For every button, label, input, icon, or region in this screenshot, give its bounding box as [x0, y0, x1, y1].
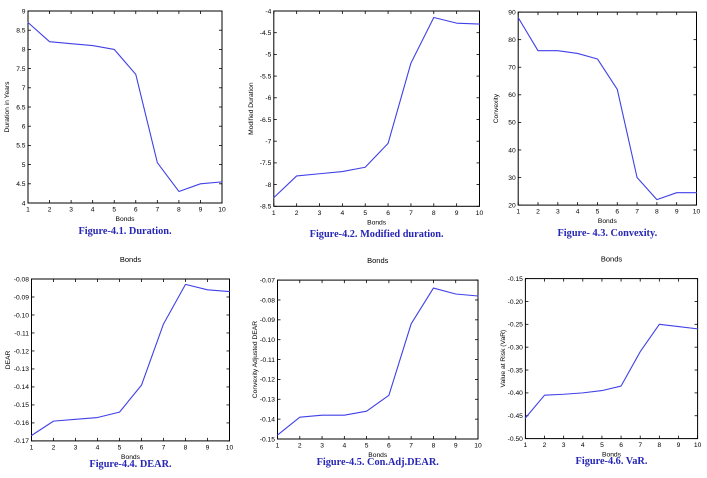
svg-text:-0.15: -0.15 [508, 276, 524, 283]
svg-text:80: 80 [508, 37, 516, 44]
svg-text:-0.35: -0.35 [508, 367, 524, 374]
svg-text:-0.45: -0.45 [508, 413, 524, 420]
svg-text:1: 1 [524, 442, 528, 449]
svg-text:10: 10 [693, 209, 701, 216]
svg-text:30: 30 [508, 175, 516, 182]
svg-text:Value at Risk (VaR): Value at Risk (VaR) [500, 330, 507, 388]
svg-text:60: 60 [508, 92, 516, 99]
svg-text:20: 20 [508, 202, 516, 209]
svg-text:8: 8 [657, 442, 661, 449]
svg-text:-0.40: -0.40 [508, 390, 524, 397]
svg-text:7: 7 [635, 209, 639, 216]
svg-text:9: 9 [677, 442, 681, 449]
svg-text:50: 50 [508, 120, 516, 127]
svg-text:Bonds: Bonds [601, 255, 623, 264]
svg-text:Convexity: Convexity [493, 93, 500, 123]
svg-text:90: 90 [508, 9, 516, 16]
svg-text:Bonds: Bonds [598, 218, 618, 225]
svg-text:6: 6 [615, 209, 619, 216]
svg-text:1: 1 [516, 209, 520, 216]
svg-text:2: 2 [536, 209, 540, 216]
svg-text:6: 6 [619, 442, 623, 449]
svg-text:-0.50: -0.50 [508, 436, 524, 443]
svg-text:7: 7 [638, 442, 642, 449]
svg-text:3: 3 [562, 442, 566, 449]
svg-text:4: 4 [576, 209, 580, 216]
svg-text:2: 2 [543, 442, 547, 449]
svg-text:-0.30: -0.30 [508, 344, 524, 351]
svg-text:5: 5 [596, 209, 600, 216]
svg-text:-0.25: -0.25 [508, 322, 524, 329]
svg-text:9: 9 [675, 209, 679, 216]
svg-text:3: 3 [556, 209, 560, 216]
svg-text:4: 4 [581, 442, 585, 449]
svg-text:10: 10 [694, 442, 702, 449]
svg-text:40: 40 [508, 147, 516, 154]
svg-text:-0.20: -0.20 [508, 299, 524, 306]
svg-text:8: 8 [655, 209, 659, 216]
svg-text:70: 70 [508, 65, 516, 72]
svg-text:5: 5 [600, 442, 604, 449]
